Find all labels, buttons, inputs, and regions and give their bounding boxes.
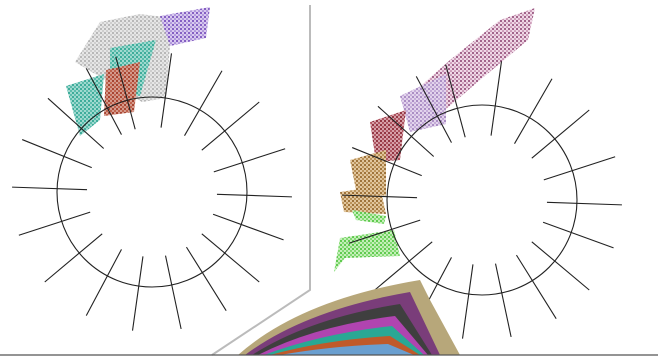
cluster-brown-2 [340,186,386,214]
spoke [377,105,435,157]
cluster-teal-2 [66,74,104,136]
cluster-brown [350,150,386,196]
spoke [44,233,103,283]
spoke [374,241,433,291]
spoke [348,219,421,244]
right-panel [334,8,622,339]
cluster-purple [160,7,210,46]
spoke [445,64,466,138]
spoke [185,246,227,312]
spoke [12,186,88,191]
spoke [531,109,590,159]
spoke [515,254,557,320]
spoke [164,255,182,330]
spoke [85,68,122,135]
spoke [18,211,91,236]
spoke [490,61,503,136]
spoke [201,101,260,151]
spoke [542,221,614,249]
spoke [514,78,553,144]
left-panel [12,7,292,331]
divider [211,5,311,356]
spoke [216,193,292,198]
spoke [543,156,616,181]
spoke [342,194,418,199]
spokes [342,61,622,339]
spoke [131,256,144,331]
cluster-green-small [352,210,386,224]
spoke [415,76,452,143]
bottom-cluster [238,280,460,355]
ring [56,96,248,288]
spoke [213,148,286,173]
spoke [461,264,474,339]
spoke [184,70,223,136]
spoke [546,201,622,206]
ring [386,104,578,296]
spoke [351,147,422,177]
spoke [160,53,173,128]
spoke [115,56,136,130]
spoke [21,139,92,169]
cluster-green [334,230,400,272]
spoke [201,233,260,283]
cluster-red [104,62,140,116]
spoke [47,97,105,149]
spoke [531,241,590,291]
spoke [494,263,512,338]
spoke [85,249,122,316]
cluster-lilac [400,74,446,132]
band [280,344,414,355]
spokes [12,53,292,331]
spoke [212,213,284,241]
